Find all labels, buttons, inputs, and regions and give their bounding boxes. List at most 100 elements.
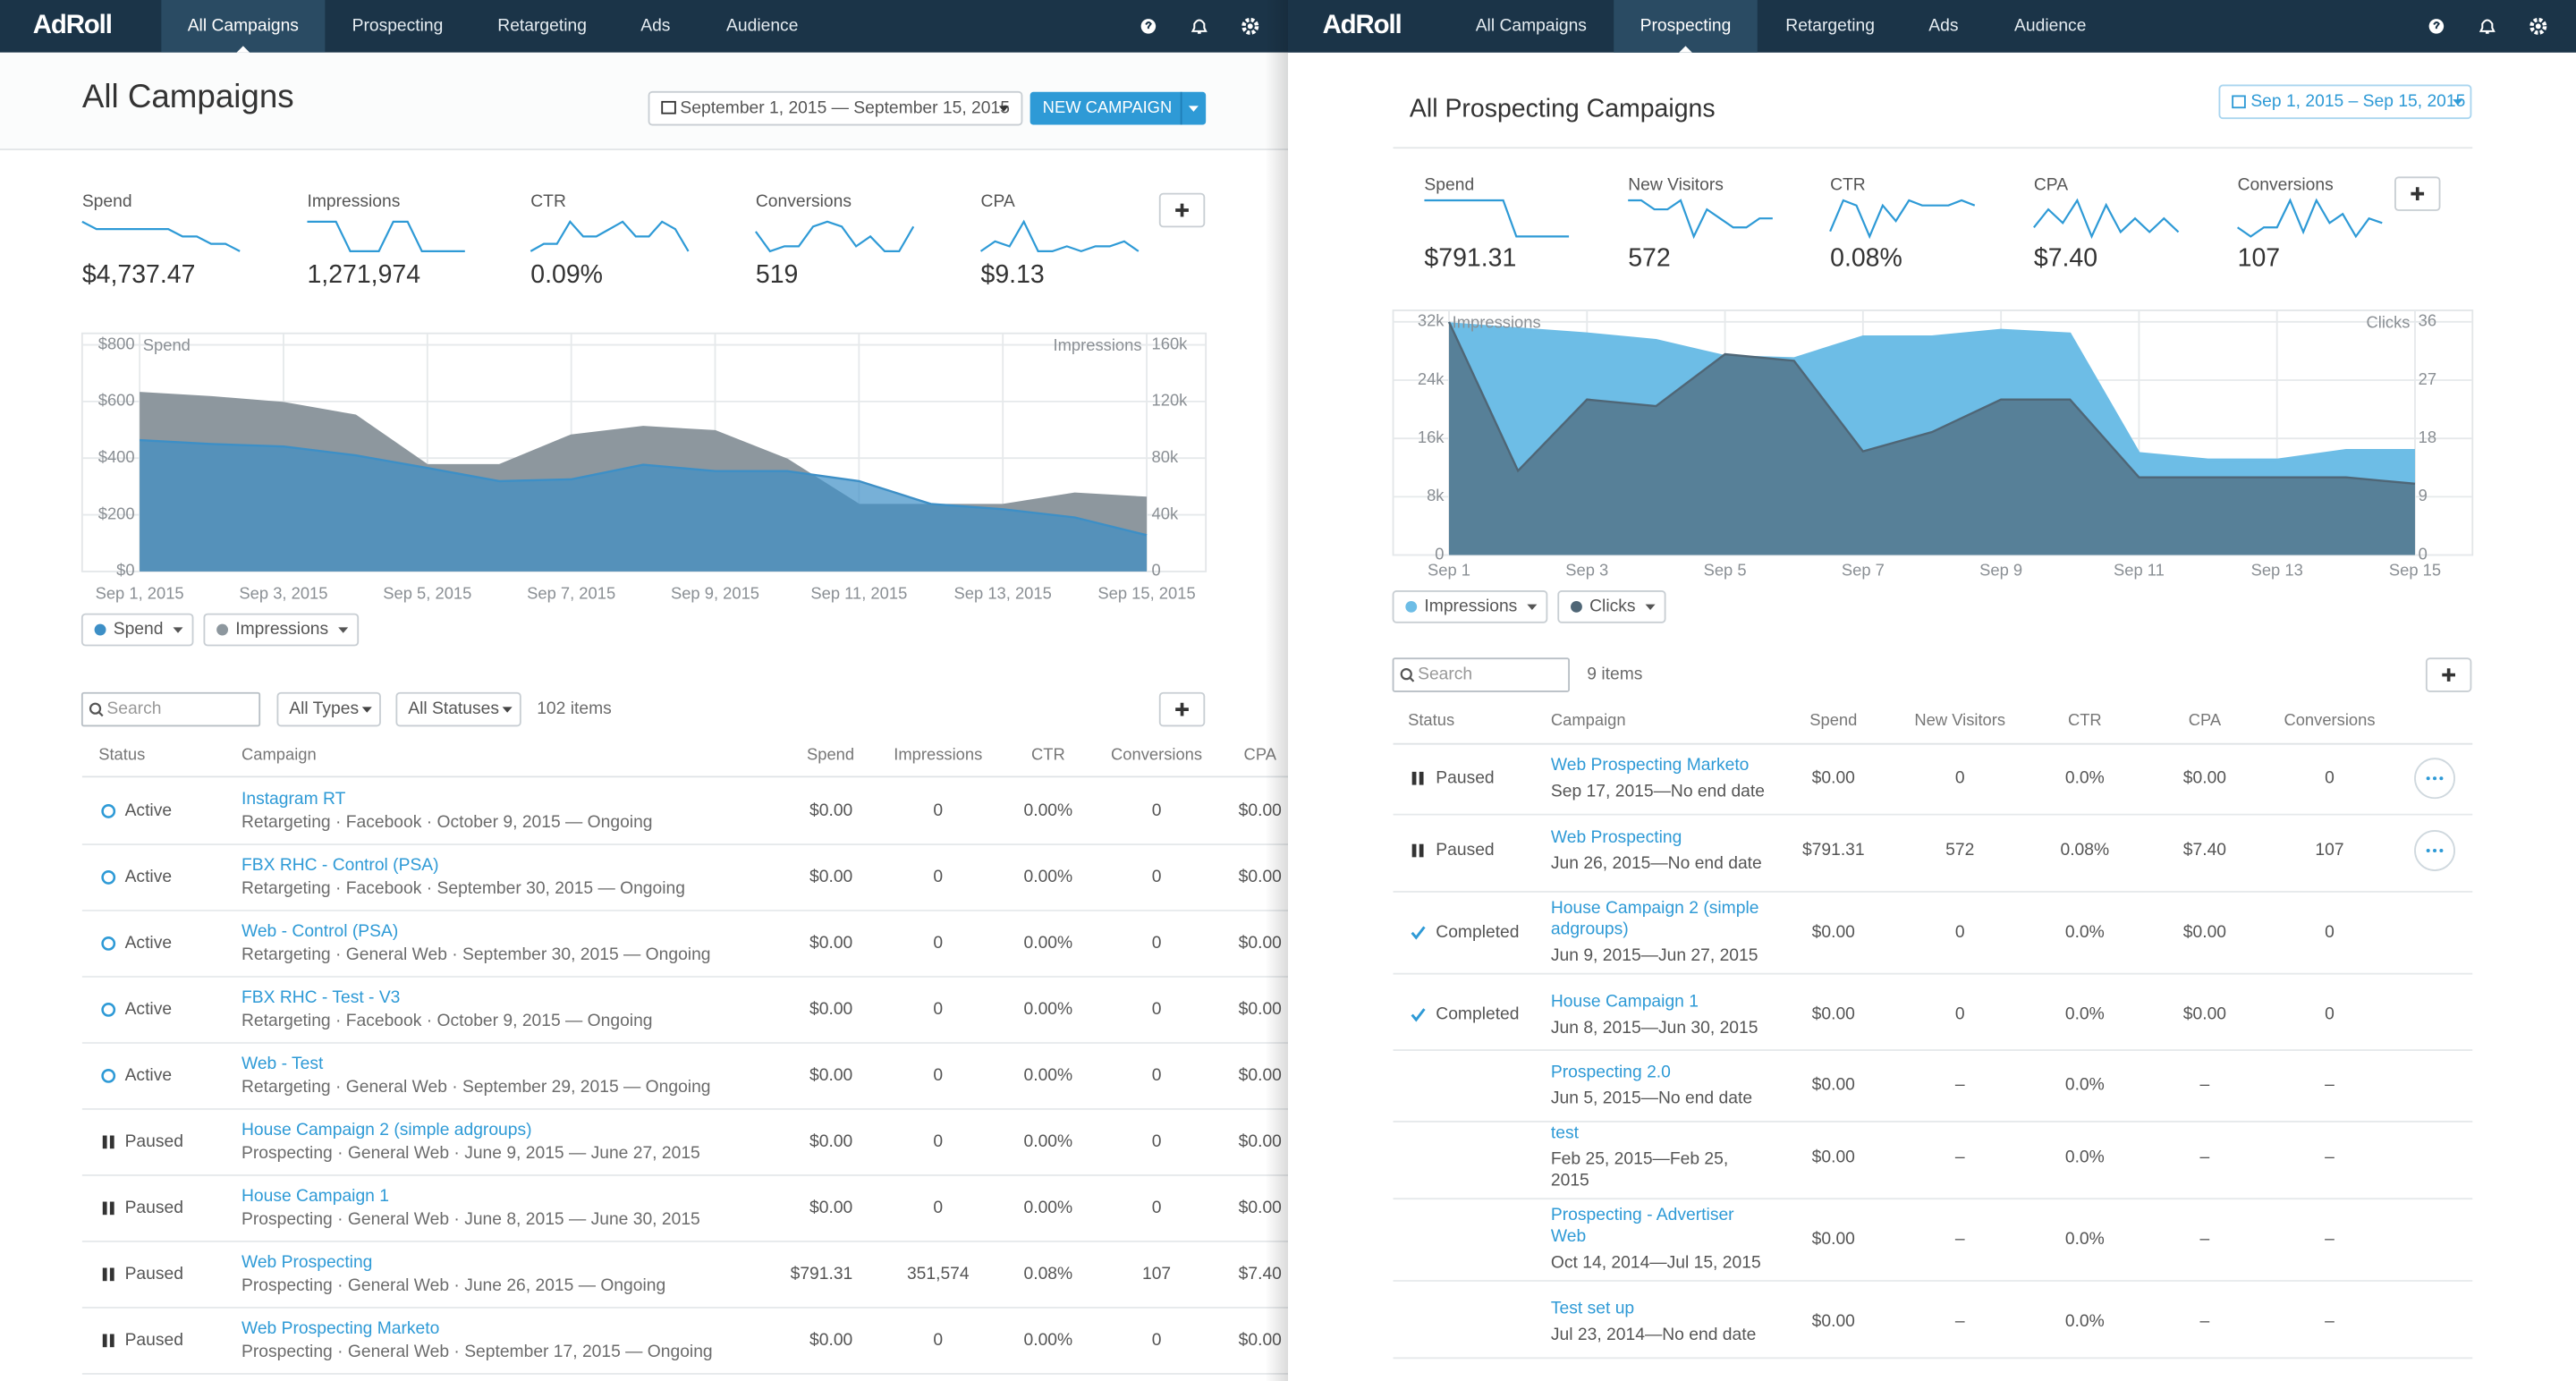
metric-label: CTR bbox=[1830, 176, 1866, 195]
campaign-name[interactable]: Web Prospecting Marketo bbox=[242, 1319, 439, 1338]
campaign-name[interactable]: Web - Control (PSA) bbox=[242, 922, 398, 941]
cell-value: $0.00 bbox=[809, 1331, 852, 1350]
search-placeholder: Search bbox=[1418, 665, 1472, 684]
column-header[interactable]: Spend bbox=[1809, 710, 1857, 729]
campaign-name[interactable]: House Campaign 1 bbox=[242, 1187, 389, 1206]
campaign-name[interactable]: House Campaign 1 bbox=[1550, 990, 1699, 1012]
metric-label: Conversions bbox=[2238, 176, 2334, 195]
campaign-name[interactable]: Web Prospecting Marketo bbox=[1550, 754, 1750, 775]
column-header: Status bbox=[98, 744, 145, 763]
notifications-icon[interactable] bbox=[1191, 19, 1208, 34]
legend-button[interactable] bbox=[80, 613, 194, 647]
campaign-name[interactable]: Web - Test bbox=[242, 1055, 324, 1073]
new-campaign-label[interactable]: NEW CAMPAIGN bbox=[1043, 97, 1173, 116]
nav-tab[interactable]: Prospecting bbox=[352, 16, 444, 35]
nav-tab[interactable]: Audience bbox=[726, 16, 798, 35]
settings-icon[interactable] bbox=[1241, 17, 1259, 35]
nav-tab[interactable]: Retargeting bbox=[497, 16, 587, 35]
cell-value: – bbox=[2200, 1148, 2210, 1166]
status-text: Active bbox=[125, 868, 172, 886]
status-icon bbox=[101, 870, 116, 885]
status-text: Completed bbox=[1436, 1005, 1519, 1024]
nav-tab[interactable]: Audience bbox=[2014, 16, 2086, 35]
cell-value: 107 bbox=[1142, 1265, 1171, 1284]
search-icon bbox=[1409, 676, 1415, 682]
cell-value: 0.0% bbox=[2065, 1076, 2105, 1095]
nav-tab[interactable]: All Campaigns bbox=[188, 16, 299, 35]
status-icon bbox=[1419, 771, 1424, 785]
legend-button[interactable] bbox=[203, 613, 360, 647]
status-icon bbox=[101, 936, 116, 951]
x-tick-label: Sep 13 bbox=[2251, 561, 2303, 580]
legend-swatch bbox=[1405, 600, 1418, 613]
campaign-name[interactable]: Test set up bbox=[1550, 1298, 1635, 1318]
plus-icon bbox=[1175, 702, 1189, 716]
active-tab bbox=[1614, 0, 1758, 53]
cell-value: – bbox=[2325, 1148, 2334, 1166]
y-tick-label: $200 bbox=[98, 504, 135, 522]
cell-value: $0.00 bbox=[809, 934, 852, 953]
nav-tab[interactable]: Ads bbox=[1928, 16, 1958, 35]
column-header[interactable]: CTR bbox=[2068, 710, 2102, 729]
column-header[interactable]: New Visitors bbox=[1914, 710, 2005, 729]
campaign-name[interactable]: test bbox=[1550, 1123, 1579, 1143]
campaign-name[interactable]: Prospecting 2.0 bbox=[1550, 1061, 1671, 1081]
date-picker[interactable] bbox=[648, 90, 1023, 126]
column-header[interactable]: Conversions bbox=[2284, 710, 2375, 729]
nav-tab[interactable]: Ads bbox=[640, 16, 670, 35]
campaign-name[interactable]: FBX RHC - Control (PSA) bbox=[242, 856, 439, 875]
campaign-name[interactable]: House Campaign 2 (simple adgroups) bbox=[242, 1121, 532, 1140]
y-tick-label: 8k bbox=[1427, 486, 1445, 504]
status-icon bbox=[109, 1201, 114, 1216]
column-header[interactable]: Spend bbox=[807, 744, 854, 763]
campaign-cell: House Campaign 1 Jun 8, 2015—Jun 30, 2015 bbox=[1550, 990, 1758, 1037]
legend-label[interactable]: Impressions bbox=[1424, 597, 1517, 615]
settings-icon[interactable] bbox=[2529, 17, 2547, 35]
column-header[interactable]: Impressions bbox=[894, 744, 982, 763]
campaign-name[interactable]: FBX RHC - Test - V3 bbox=[242, 988, 400, 1007]
row-menu-dot bbox=[2439, 776, 2444, 781]
column-header[interactable]: CTR bbox=[1031, 744, 1065, 763]
cell-value: 0 bbox=[933, 801, 943, 820]
legend-button[interactable] bbox=[1392, 590, 1548, 623]
search-box[interactable] bbox=[80, 691, 261, 727]
campaign-cell: Test set up Jul 23, 2014—No end date bbox=[1550, 1298, 1756, 1343]
cell-value: $0.00 bbox=[1812, 1076, 1855, 1095]
nav-tab[interactable]: All Campaigns bbox=[1476, 16, 1587, 35]
filter-dropdown[interactable] bbox=[276, 691, 381, 727]
nav-tab[interactable]: Prospecting bbox=[1640, 16, 1732, 35]
new-campaign-button[interactable] bbox=[1030, 91, 1207, 125]
cell-value: 0.0% bbox=[2065, 923, 2105, 942]
x-tick-label: Sep 11 bbox=[2114, 561, 2165, 580]
search-box[interactable] bbox=[1392, 657, 1570, 692]
campaign-dates: Jun 26, 2015—No end date bbox=[1550, 852, 1762, 873]
campaign-name[interactable]: Instagram RT bbox=[242, 790, 346, 809]
cell-value: 0 bbox=[2325, 923, 2334, 942]
y-tick-label: $400 bbox=[98, 447, 135, 466]
active-notch bbox=[1679, 46, 1692, 53]
legend-label[interactable]: Impressions bbox=[235, 620, 328, 639]
metric-value: 107 bbox=[2238, 244, 2280, 273]
page-title: All Campaigns bbox=[82, 78, 294, 114]
campaign-info: House Campaign 2 (simple adgroups) Jun 9,… bbox=[1551, 894, 1767, 972]
cell-value: $0.00 bbox=[809, 801, 852, 820]
filter-dropdown[interactable] bbox=[395, 691, 521, 727]
campaign-name[interactable]: House Campaign 2 (simple adgroups) bbox=[1550, 898, 1759, 940]
campaign-name[interactable]: Prospecting - Advertiser Web bbox=[1550, 1205, 1734, 1247]
campaign-name[interactable]: Web Prospecting bbox=[1550, 826, 1682, 847]
column-header[interactable]: Conversions bbox=[1111, 744, 1202, 763]
date-picker[interactable] bbox=[2218, 84, 2472, 120]
legend-button[interactable] bbox=[1557, 590, 1666, 623]
filter-label[interactable]: All Statuses bbox=[408, 699, 499, 718]
campaign-name[interactable]: Web Prospecting bbox=[242, 1253, 372, 1272]
column-header[interactable]: CPA bbox=[2189, 710, 2222, 729]
filter-label[interactable]: All Types bbox=[289, 699, 359, 718]
campaign-dates: Feb 25, 2015—Feb 25, 2015 bbox=[1550, 1149, 1729, 1191]
nav-tab[interactable]: Retargeting bbox=[1785, 16, 1875, 35]
legend-label[interactable]: Clicks bbox=[1589, 597, 1635, 615]
notifications-icon[interactable] bbox=[2479, 19, 2496, 34]
area-line bbox=[1447, 321, 2416, 486]
column-header: Campaign bbox=[242, 744, 317, 763]
legend-label[interactable]: Spend bbox=[114, 620, 164, 639]
